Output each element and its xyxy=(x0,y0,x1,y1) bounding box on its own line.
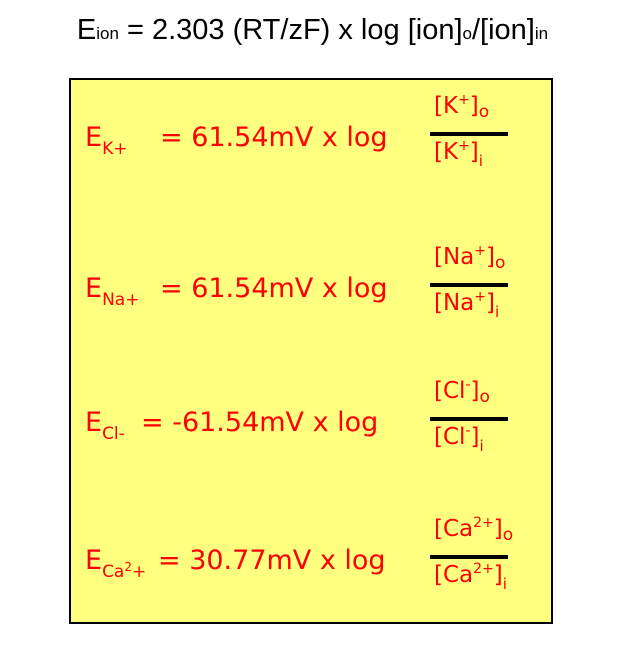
den-charge: + xyxy=(458,138,470,154)
num-ion: [Ca xyxy=(434,516,474,542)
den-ion: [Ca xyxy=(434,562,474,588)
nernst-general-equation: Eion = 2.303 (RT/zF) x log [ion]o/[ion]i… xyxy=(0,14,625,47)
den-bracket: ] xyxy=(493,562,503,588)
num-bracket: ] xyxy=(469,93,479,119)
num-ion: [Cl xyxy=(434,378,466,404)
ion-sign: - xyxy=(118,424,125,444)
title-ion-subscript: ion xyxy=(96,24,119,43)
numerator: [Cl-]o xyxy=(434,377,490,407)
den-charge: - xyxy=(465,423,471,439)
potential-label: ECa2+ xyxy=(85,545,146,582)
den-subscript: i xyxy=(495,303,500,321)
title-in-subscript: in xyxy=(534,24,549,43)
numerator: [Ca2+]o xyxy=(434,515,514,545)
ion-sign: + xyxy=(113,139,128,159)
num-subscript: o xyxy=(479,387,490,407)
concentration-ratio: [Cl-]o [Cl-]i xyxy=(430,377,510,477)
den-subscript: i xyxy=(502,575,507,593)
num-bracket: ] xyxy=(486,244,495,270)
num-bracket: ] xyxy=(470,378,480,404)
title-e: E xyxy=(76,14,97,46)
title-middle: = 2.303 (RT/zF) x log [ion] xyxy=(118,14,463,46)
equation-potassium: EK+ = 61.54mV x log [K+]o [K+]i xyxy=(85,92,508,170)
num-subscript: o xyxy=(478,102,490,122)
equations-box xyxy=(69,78,553,624)
num-subscript: o xyxy=(502,525,514,545)
ion-subscript: Cl- xyxy=(102,424,125,444)
concentration-ratio: [K+]o [K+]i xyxy=(430,92,510,192)
potential-label: EK+ xyxy=(85,122,127,159)
den-charge: + xyxy=(474,289,487,305)
den-bracket: ] xyxy=(486,290,495,316)
coefficient-text: = 61.54mV x log xyxy=(160,122,388,153)
ion-subscript: K+ xyxy=(102,139,127,159)
num-subscript: o xyxy=(495,253,506,273)
ion-name: Ca xyxy=(102,562,125,582)
num-ion: [Na xyxy=(434,244,475,270)
e-symbol: E xyxy=(85,407,103,438)
title-denominator: /[ion] xyxy=(471,14,535,46)
title-o-subscript: o xyxy=(462,24,472,43)
num-charge: - xyxy=(465,377,471,393)
ion-name: Na xyxy=(102,290,126,310)
potential-label: ECl- xyxy=(85,407,125,444)
coefficient-text: = 30.77mV x log xyxy=(158,545,386,576)
ion-subscript: Na+ xyxy=(102,290,139,310)
fraction-bar xyxy=(430,132,508,136)
equation-calcium: ECa2+ = 30.77mV x log [Ca2+]o [Ca2+]i xyxy=(85,515,513,593)
equation-sodium: ENa+ = 61.54mV x log [Na+]o [Na+]i xyxy=(85,243,508,321)
fraction-bar xyxy=(430,417,508,421)
num-charge: 2+ xyxy=(473,515,494,531)
e-symbol: E xyxy=(85,122,103,153)
numerator: [K+]o xyxy=(434,92,490,122)
fraction-bar xyxy=(430,555,508,559)
num-charge: + xyxy=(458,92,470,108)
den-ion: [Cl xyxy=(434,424,466,450)
equation-chloride: ECl- = -61.54mV x log [Cl-]o [Cl-]i xyxy=(85,377,508,455)
den-subscript: i xyxy=(478,152,483,170)
ion-name: K xyxy=(102,139,114,159)
den-subscript: i xyxy=(479,437,484,455)
numerator: [Na+]o xyxy=(434,243,506,273)
num-bracket: ] xyxy=(493,516,503,542)
concentration-ratio: [Ca2+]o [Ca2+]i xyxy=(430,515,514,615)
coefficient-text: = 61.54mV x log xyxy=(160,273,388,304)
concentration-ratio: [Na+]o [Na+]i xyxy=(430,243,510,343)
ion-sign: + xyxy=(125,290,140,310)
num-ion: [K xyxy=(434,93,459,119)
e-symbol: E xyxy=(85,273,103,304)
potential-label: ENa+ xyxy=(85,273,139,310)
ion-name: Cl xyxy=(102,424,119,444)
denominator: [Ca2+]i xyxy=(434,561,507,593)
denominator: [Cl-]i xyxy=(434,423,484,455)
den-charge: 2+ xyxy=(473,561,494,577)
den-bracket: ] xyxy=(470,424,480,450)
num-charge: + xyxy=(474,243,487,259)
den-bracket: ] xyxy=(469,139,479,165)
fraction-bar xyxy=(430,283,508,287)
ion-subscript: Ca2+ xyxy=(102,560,147,582)
denominator: [Na+]i xyxy=(434,289,499,321)
ion-valence: 2 xyxy=(124,560,132,574)
e-symbol: E xyxy=(85,545,103,576)
den-ion: [K xyxy=(434,139,459,165)
den-ion: [Na xyxy=(434,290,475,316)
ion-sign: + xyxy=(132,562,147,582)
denominator: [K+]i xyxy=(434,138,483,170)
coefficient-text: = -61.54mV x log xyxy=(141,407,379,438)
